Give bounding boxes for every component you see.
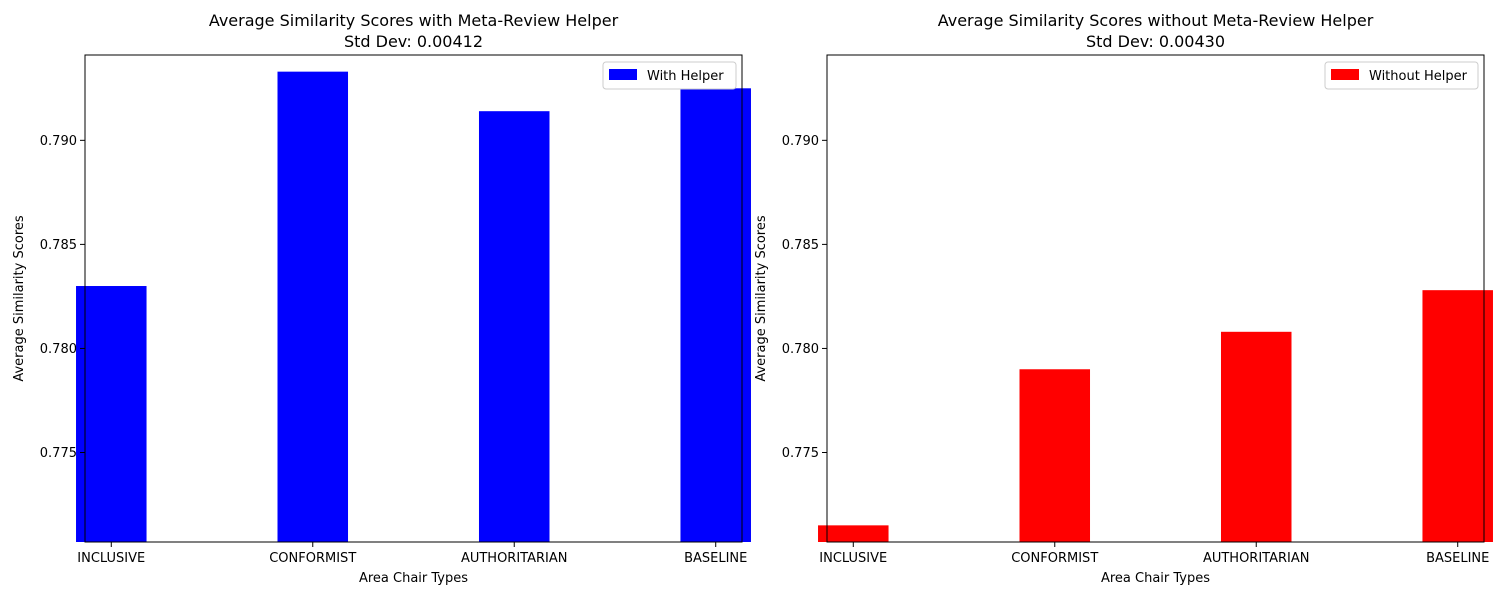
bar-authoritarian — [1220, 331, 1292, 542]
y-tick-label: 0.790 — [40, 134, 77, 149]
chart-subtitle: Std Dev: 0.00412 — [344, 32, 483, 51]
chart-title: Average Similarity Scores with Meta-Revi… — [209, 11, 619, 30]
legend-swatch — [1331, 69, 1359, 80]
x-tick-label: BASELINE — [1426, 551, 1489, 566]
bar-baseline — [1422, 290, 1493, 542]
y-tick-label: 0.775 — [782, 446, 819, 461]
x-axis-label: Area Chair Types — [359, 571, 468, 586]
x-tick-label: BASELINE — [684, 551, 747, 566]
chart-panel-2: INCLUSIVE CONFORMIST AUTHORITARIAN BASELINE… — [754, 11, 1493, 586]
legend-label: With Helper — [647, 69, 724, 84]
legend-swatch — [609, 69, 637, 80]
bar-conformist — [1019, 369, 1091, 542]
x-axis-label: Area Chair Types — [1101, 571, 1210, 586]
y-tick-label: 0.780 — [782, 342, 819, 357]
y-tick-label: 0.785 — [782, 238, 819, 253]
legend-box — [1324, 61, 1479, 90]
bar-authoritarian — [478, 111, 550, 542]
y-tick-label: 0.785 — [40, 238, 77, 253]
bar-inclusive — [818, 525, 889, 542]
y-axis-label: Average Similarity Scores — [754, 215, 769, 382]
bar-conformist — [277, 71, 349, 543]
legend: With Helper — [602, 61, 737, 90]
bar-inclusive — [76, 286, 147, 542]
x-tick-label: INCLUSIVE — [77, 551, 145, 566]
y-axis-label: Average Similarity Scores — [12, 215, 27, 382]
x-tick-label: CONFORMIST — [269, 551, 356, 566]
x-tick-label: AUTHORITARIAN — [1203, 551, 1310, 566]
y-tick-label: 0.780 — [40, 342, 77, 357]
plot-frame — [826, 54, 1485, 543]
y-tick-label: 0.775 — [40, 446, 77, 461]
y-tick-label: 0.790 — [782, 134, 819, 149]
legend: Without Helper — [1324, 61, 1479, 90]
chart-panel-1: INCLUSIVE CONFORMIST AUTHORITARIAN BASELINE… — [12, 11, 751, 586]
x-tick-label: INCLUSIVE — [819, 551, 887, 566]
chart-title: Average Similarity Scores without Meta-R… — [938, 11, 1374, 30]
x-tick-label: AUTHORITARIAN — [461, 551, 568, 566]
legend-box — [602, 61, 737, 90]
chart-subtitle: Std Dev: 0.00430 — [1086, 32, 1225, 51]
bar-baseline — [680, 88, 751, 543]
legend-label: Without Helper — [1369, 69, 1468, 84]
x-tick-label: CONFORMIST — [1011, 551, 1098, 566]
plot-frame — [84, 54, 743, 543]
